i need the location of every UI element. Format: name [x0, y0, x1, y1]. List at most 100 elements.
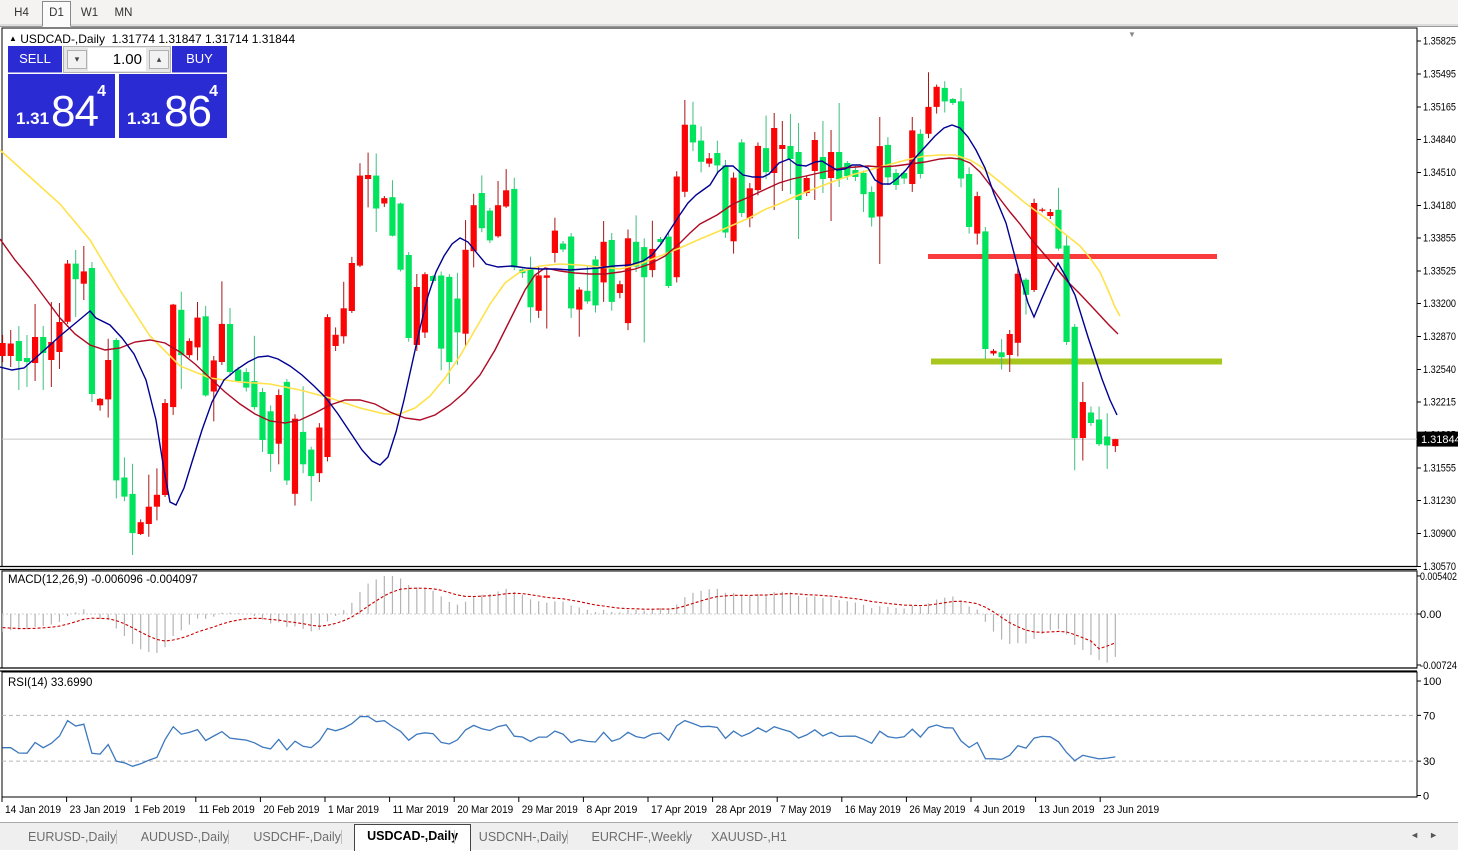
- candle-body: [438, 275, 445, 349]
- date-axis-label: 28 Apr 2019: [716, 804, 772, 816]
- candle-body: [762, 148, 770, 173]
- price-axis-label: 1.30570: [1423, 561, 1456, 573]
- candle-body: [608, 240, 615, 302]
- candle-body: [917, 133, 924, 174]
- volume-increase-icon[interactable]: ▴: [149, 50, 169, 69]
- candle-body: [405, 255, 412, 338]
- buy-price-display[interactable]: 1.31 86 4: [119, 74, 227, 138]
- macd-histogram: [1, 575, 1116, 663]
- price-axis-label: 1.34840: [1423, 134, 1456, 146]
- candle-body: [1022, 279, 1030, 295]
- tab-scroll-arrows[interactable]: ◄►: [1410, 830, 1448, 840]
- sell-button[interactable]: SELL: [8, 46, 62, 73]
- candle-body: [332, 334, 339, 346]
- candle-body: [259, 392, 266, 440]
- date-axis-label: 17 Apr 2019: [651, 804, 707, 816]
- candle-body: [300, 431, 307, 465]
- timeframe-button-mn[interactable]: MN: [114, 7, 133, 19]
- price-axis-label: 1.33525: [1423, 266, 1456, 278]
- volume-input[interactable]: 1.00: [88, 48, 146, 71]
- buy-price-small: 1.31: [127, 109, 161, 128]
- candle-body: [689, 124, 697, 143]
- chart-window[interactable]: 1.35825 1.35495 1.35165 1.34840 1.34510 1.341…: [0, 27, 1458, 822]
- volume-decrease-icon[interactable]: ▾: [67, 50, 87, 69]
- candle-body: [275, 395, 282, 444]
- candle-body: [210, 360, 217, 392]
- timeframe-button-h4[interactable]: H4: [14, 7, 29, 19]
- candle-body: [657, 239, 664, 242]
- candle-body: [1063, 245, 1070, 342]
- price-axis-label: 1.34180: [1423, 200, 1456, 212]
- candle-body: [413, 287, 420, 345]
- tab-scroll-left-icon[interactable]: ◄: [1410, 830, 1430, 840]
- candle-body: [559, 243, 567, 250]
- chart-tab-usdcad[interactable]: USDCAD-,Daily: [354, 824, 472, 851]
- candle-body: [397, 203, 404, 270]
- price-axis: 1.35825 1.35495 1.35165 1.34840 1.34510 1.341…: [1417, 36, 1456, 573]
- chart-tab-usdchf[interactable]: USDCHF-,Daily: [253, 830, 341, 844]
- price-axis-label: 1.32870: [1423, 331, 1456, 343]
- date-axis-label: 20 Mar 2019: [457, 804, 513, 816]
- macd-axis-label: -0.00724: [1420, 660, 1457, 672]
- candle-body: [462, 249, 469, 334]
- chart-tab-eurchf[interactable]: EURCHF-,Weekly: [591, 830, 692, 844]
- candle-body: [811, 140, 818, 171]
- tab-separator: [566, 830, 568, 844]
- candle-body: [616, 284, 623, 293]
- collapse-triangle-icon[interactable]: ▲: [9, 34, 17, 43]
- candle-body: [486, 210, 494, 241]
- macd-signal-line: [2, 587, 1116, 650]
- tab-separator: [115, 830, 117, 844]
- candle-body: [308, 449, 315, 477]
- ma-mid-line: [0, 157, 1119, 424]
- candle-body: [543, 275, 550, 278]
- candle-body: [697, 140, 705, 162]
- chart-tab-xauusd[interactable]: XAUUSD-,H1: [711, 830, 787, 844]
- candle-body: [1047, 212, 1054, 216]
- timeframe-button-d1[interactable]: D1: [42, 1, 71, 27]
- macd-label: MACD(12,26,9) -0.006096 -0.004097: [8, 574, 198, 586]
- tab-scroll-right-icon[interactable]: ►: [1429, 830, 1448, 840]
- candle-body: [1087, 412, 1095, 423]
- candle-body: [1079, 402, 1086, 438]
- candle-body: [844, 163, 851, 176]
- timeframe-button-w1[interactable]: W1: [80, 7, 99, 19]
- candle-body: [1014, 273, 1021, 343]
- candle-body: [706, 158, 713, 164]
- candle-body: [421, 274, 429, 333]
- candle-body: [153, 494, 161, 507]
- sell-price-display[interactable]: 1.31 84 4: [8, 74, 115, 138]
- candle-body: [949, 99, 956, 103]
- tab-separator: [686, 830, 688, 844]
- candle-body: [551, 230, 558, 253]
- chart-tab-eurusd[interactable]: EURUSD-,Daily: [28, 830, 117, 844]
- price-axis-label: 1.34510: [1423, 167, 1456, 179]
- candle-body: [1030, 203, 1038, 290]
- candle-body: [364, 175, 372, 179]
- candle-body: [324, 317, 331, 457]
- candle-body: [860, 172, 867, 195]
- tab-separator: [228, 830, 230, 844]
- candle-body: [633, 241, 640, 267]
- candle-body: [1095, 419, 1103, 445]
- buy-button[interactable]: BUY: [172, 46, 227, 73]
- candle-body: [909, 130, 916, 184]
- chart-symbol-label: USDCAD-,Daily: [20, 32, 105, 46]
- sell-price-big: 84: [51, 87, 99, 136]
- candle-body: [429, 276, 437, 281]
- candle-body: [819, 157, 827, 179]
- date-axis: 14 Jan 2019 23 Jan 2019 1 Feb 2019 11 Feb 2…: [1, 797, 1159, 816]
- chart-tab-audusd[interactable]: AUDUSD-,Daily: [140, 830, 229, 844]
- macd-axis: 0.005402 0.00 -0.00724: [1417, 571, 1457, 672]
- candle-body: [771, 128, 778, 173]
- date-axis-label: 29 Mar 2019: [522, 804, 578, 816]
- candle-body: [15, 341, 22, 361]
- scroll-marker-icon[interactable]: ▼: [1128, 30, 1136, 39]
- candle-body: [31, 337, 39, 363]
- candle-body: [389, 197, 396, 236]
- date-axis-label: 26 May 2019: [909, 804, 965, 816]
- candle-body: [1071, 326, 1078, 439]
- candle-body: [470, 205, 477, 252]
- chart-tab-usdcnh[interactable]: USDCNH-,Daily: [478, 830, 568, 844]
- candle-body: [1104, 436, 1111, 446]
